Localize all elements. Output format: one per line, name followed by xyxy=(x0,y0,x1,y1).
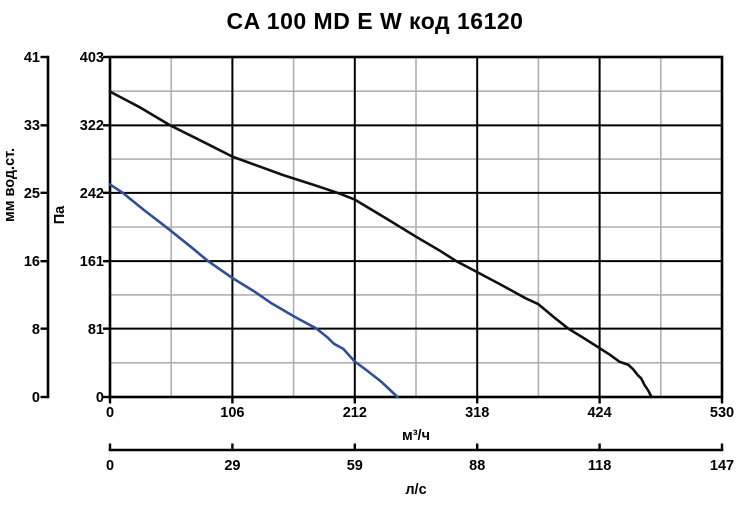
mm-axis-tick-label: 16 xyxy=(24,254,40,270)
ls-axis-tick-label: 88 xyxy=(469,458,485,474)
ls-axis-tick-label: 29 xyxy=(224,458,240,474)
ls-axis-tick-label: 59 xyxy=(347,458,363,474)
m3h-axis-title: м³/ч xyxy=(402,428,430,444)
ls-axis-tick-label: 0 xyxy=(106,458,114,474)
mm-axis-tick-label: 41 xyxy=(24,50,40,66)
mm-axis-title: мм вод.ст. xyxy=(2,148,18,222)
pa-axis-tick-label: 0 xyxy=(96,390,104,406)
ls-axis-tick-label: 118 xyxy=(588,458,611,474)
ls-axis-tick-label: 147 xyxy=(710,458,734,474)
m3h-axis-tick-label: 424 xyxy=(587,405,611,421)
pa-axis-tick-label: 81 xyxy=(88,322,104,338)
major-gridlines xyxy=(110,57,722,397)
mm-axis-tick-label: 25 xyxy=(24,186,40,202)
pressure-curve-high-speed xyxy=(108,90,653,399)
pa-axis-tick-label: 242 xyxy=(80,186,104,202)
m3h-axis-tick-label: 212 xyxy=(343,405,367,421)
curves xyxy=(108,90,653,399)
minor-gridlines xyxy=(110,57,722,397)
pa-axis-tick-label: 403 xyxy=(80,50,104,66)
m3h-axis-tick-label: 318 xyxy=(465,405,489,421)
mm-axis-tick-label: 0 xyxy=(32,390,40,406)
ls-axis-title: л/с xyxy=(405,482,426,498)
pressure-curve-low-speed xyxy=(108,183,399,399)
pa-axis-tick-label: 322 xyxy=(80,118,104,134)
pa-axis-tick-label: 161 xyxy=(80,254,104,270)
plot-border xyxy=(108,55,724,399)
axis-lines-and-ticks xyxy=(40,55,724,452)
m3h-axis-tick-label: 106 xyxy=(220,405,244,421)
pa-axis-title: Па xyxy=(52,205,68,224)
m3h-axis-tick-label: 0 xyxy=(106,405,114,421)
chart-title: CA 100 MD E W код 16120 xyxy=(226,8,524,34)
m3h-axis-tick-label: 530 xyxy=(710,405,734,421)
mm-axis-tick-label: 8 xyxy=(32,322,40,338)
mm-axis-tick-label: 33 xyxy=(24,118,40,134)
